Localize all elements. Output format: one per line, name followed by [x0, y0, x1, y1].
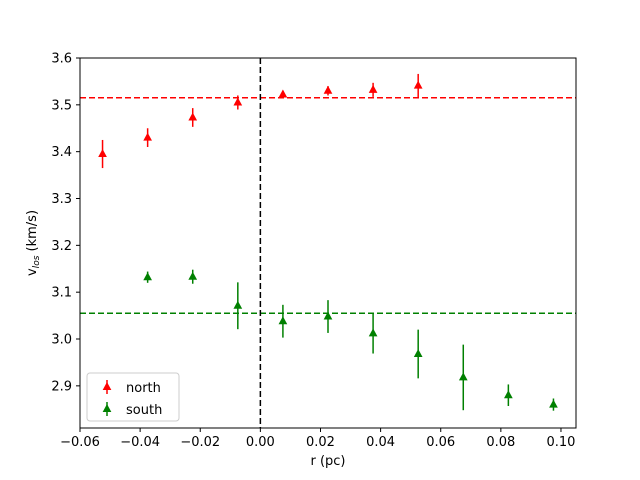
legend-label-north: north	[126, 381, 161, 396]
north-data-point	[368, 84, 378, 93]
legend-marker-north	[102, 382, 112, 390]
x-tick-label: 0.04	[366, 435, 395, 450]
north-data-point	[188, 112, 198, 121]
south-data-point	[143, 272, 152, 281]
x-tick-label: −0.06	[60, 435, 100, 450]
y-tick-label: 3.3	[51, 192, 72, 207]
north-data-point	[98, 149, 107, 158]
x-tick-label: 0.00	[246, 435, 275, 450]
south-data-point	[458, 372, 468, 381]
north-data-point	[278, 89, 288, 98]
y-tick-label: 3.2	[51, 239, 72, 254]
legend-label-south: south	[126, 403, 162, 418]
south-data-point	[504, 390, 513, 399]
south-data-point	[413, 349, 423, 357]
y-tick-label: 3.1	[51, 286, 72, 301]
x-axis-label: r (pc)	[310, 454, 345, 469]
x-tick-label: 0.06	[426, 435, 455, 450]
south-data-point	[368, 328, 378, 337]
x-tick-label: −0.02	[180, 435, 220, 450]
north-data-point	[323, 85, 333, 94]
legend-marker-south	[102, 404, 112, 412]
y-tick-label: 3.6	[51, 52, 72, 67]
x-tick-label: 0.08	[486, 435, 515, 450]
y-axis-ticks: 2.9 3.0 3.1 3.2 3.3 3.4 3.5 3.6	[51, 52, 80, 394]
y-tick-label: 2.9	[51, 379, 72, 394]
north-data-point	[413, 80, 423, 89]
south-data-point	[278, 316, 288, 325]
x-tick-label: −0.04	[120, 435, 160, 450]
south-data-point	[323, 311, 333, 320]
legend: north south	[86, 372, 180, 422]
plot-content	[80, 58, 576, 428]
legend-box	[86, 372, 180, 422]
south-data-point	[233, 300, 243, 309]
north-data-point	[143, 132, 152, 141]
y-axis-label-subscript: los	[32, 255, 42, 268]
south-data-point	[549, 399, 558, 408]
y-tick-label: 3.0	[51, 333, 72, 348]
x-tick-label: 0.10	[546, 435, 575, 450]
plot-frame	[79, 57, 577, 429]
y-tick-label: 3.4	[51, 145, 72, 160]
y-axis-label: vlos (km/s)	[25, 210, 42, 276]
y-axis-label-main: v	[25, 268, 40, 276]
y-axis-label-unit: (km/s)	[25, 210, 40, 256]
y-tick-label: 3.5	[51, 98, 72, 113]
north-data-point	[233, 97, 243, 106]
x-axis-ticks: −0.06 −0.04 −0.02 0.00 0.02 0.04 0.06 0.08 0.10	[60, 428, 575, 450]
south-data-point	[188, 271, 198, 280]
x-tick-label: 0.02	[306, 435, 335, 450]
